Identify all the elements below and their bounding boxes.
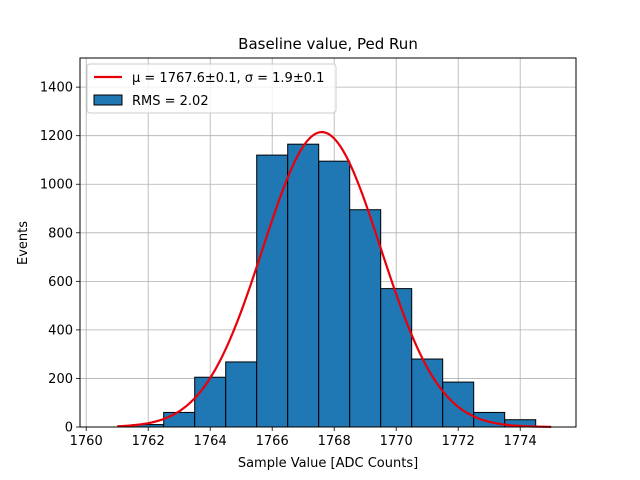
y-axis-ticks: 0 200 400 600 800 1000 1200 1400 (40, 81, 80, 436)
histogram-bar (256, 154, 289, 428)
y-tick-label: 200 (48, 372, 73, 387)
x-tick-label: 1760 (70, 434, 103, 449)
histogram-bar (318, 160, 351, 428)
legend-fit-sigma: σ = 1.9±0.1 (245, 71, 325, 86)
plot-frame (79, 57, 577, 428)
histogram-bar (163, 411, 196, 428)
chart-title: Baseline value, Ped Run (238, 35, 418, 53)
histogram-bar (225, 361, 258, 428)
legend-fit-label: μ = 1767.6±0.1, σ = 1.9±0.1 (132, 71, 324, 86)
fit-curve (117, 130, 552, 428)
y-tick-label: 600 (48, 275, 73, 290)
legend-box (86, 63, 337, 114)
x-tick-label: 1772 (442, 434, 475, 449)
x-tick-label: 1768 (318, 434, 351, 449)
x-axis-label: Sample Value [ADC Counts] (238, 456, 418, 471)
histogram-bar (349, 209, 382, 428)
legend-histogram-label: RMS = 2.02 (132, 94, 209, 109)
histogram-bar (194, 376, 227, 428)
histogram-bars (132, 143, 537, 428)
x-tick-label: 1774 (504, 434, 537, 449)
y-tick-label: 1000 (40, 178, 73, 193)
y-tick-label: 400 (48, 323, 73, 338)
histogram-bar (442, 381, 475, 428)
y-tick-label: 800 (48, 226, 73, 241)
y-tick-label: 1400 (40, 81, 73, 96)
legend-fit-mu: μ = 1767.6±0.1 (132, 71, 236, 86)
x-tick-label: 1766 (256, 434, 289, 449)
y-tick-label: 1200 (40, 129, 73, 144)
x-tick-label: 1762 (132, 434, 165, 449)
histogram-bar (380, 288, 413, 428)
x-tick-label: 1764 (194, 434, 227, 449)
histogram-bar (287, 143, 320, 428)
y-axis-label: Events (16, 221, 31, 265)
x-axis-ticks: 1760 1762 1764 1766 1768 1770 1772 1774 (70, 427, 537, 449)
x-tick-label: 1770 (380, 434, 413, 449)
legend-fit-separator: , (236, 71, 244, 86)
legend-histogram-swatch (93, 94, 123, 106)
gaussian-fit (117, 130, 552, 428)
legend: μ = 1767.6±0.1, σ = 1.9±0.1 RMS = 2.02 (86, 63, 337, 114)
y-tick-label: 0 (65, 421, 73, 436)
